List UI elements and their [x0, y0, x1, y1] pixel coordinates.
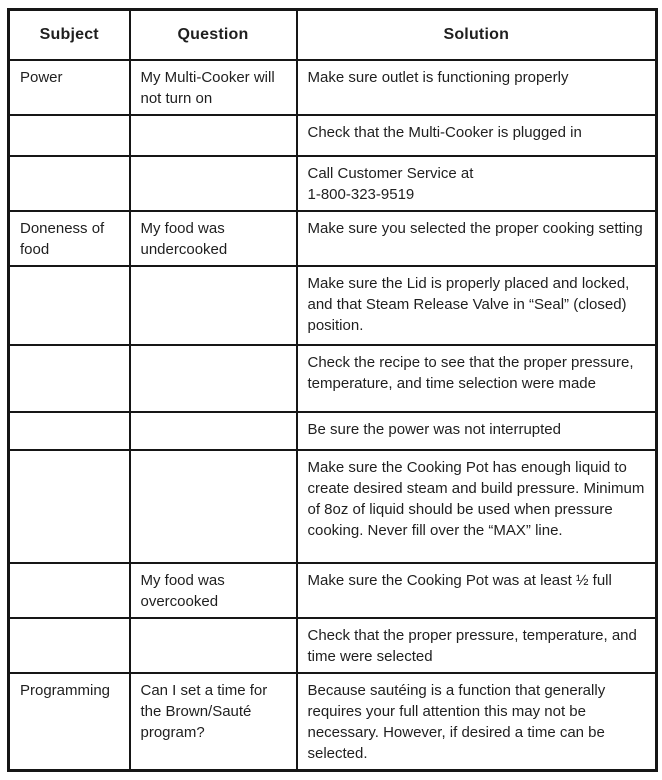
cell-subject — [7, 264, 131, 346]
cell-solution: Make sure the Cooking Pot has enough liq… — [295, 448, 658, 564]
cell-subject: Programming — [7, 671, 131, 771]
cell-subject: Doneness of food — [7, 209, 131, 267]
cell-question — [128, 154, 298, 212]
table-row: Be sure the power was not interrupted — [7, 410, 658, 451]
cell-solution: Make sure you selected the proper cookin… — [295, 209, 658, 267]
table-row: Make sure the Cooking Pot has enough liq… — [7, 448, 658, 564]
cell-subject — [7, 448, 131, 564]
cell-question — [128, 410, 298, 451]
table-row: Check that the proper pressure, temperat… — [7, 616, 658, 674]
cell-solution: Check that the Multi-Cooker is plugged i… — [295, 113, 658, 157]
cell-solution: Check the recipe to see that the proper … — [295, 343, 658, 413]
troubleshooting-table: Subject Question Solution Power My Multi… — [7, 8, 658, 772]
table-row: Doneness of food My food was undercooked… — [7, 209, 658, 267]
cell-question — [128, 113, 298, 157]
cell-subject — [7, 616, 131, 674]
table-row: Power My Multi-Cooker will not turn on M… — [7, 58, 658, 116]
cell-solution: Make sure outlet is functioning properly — [295, 58, 658, 116]
table-row: Check that the Multi-Cooker is plugged i… — [7, 113, 658, 157]
table-row: My food was overcooked Make sure the Coo… — [7, 561, 658, 619]
cell-solution: Because sautéing is a function that gene… — [295, 671, 658, 771]
cell-subject: Power — [7, 58, 131, 116]
cell-subject — [7, 154, 131, 212]
cell-question — [128, 343, 298, 413]
cell-question: Can I set a time for the Brown/Sauté pro… — [128, 671, 298, 771]
cell-solution: Check that the proper pressure, temperat… — [295, 616, 658, 674]
column-header-solution: Solution — [295, 8, 658, 61]
cell-question — [128, 264, 298, 346]
cell-question: My food was overcooked — [128, 561, 298, 619]
cell-question: My Multi-Cooker will not turn on — [128, 58, 298, 116]
cell-question — [128, 616, 298, 674]
cell-solution: Make sure the Cooking Pot was at least ½… — [295, 561, 658, 619]
cell-solution: Call Customer Service at 1-800-323-9519 — [295, 154, 658, 212]
cell-subject — [7, 561, 131, 619]
header-row: Subject Question Solution — [7, 8, 658, 61]
table-row: Make sure the Lid is properly placed and… — [7, 264, 658, 346]
cell-subject — [7, 113, 131, 157]
cell-question: My food was undercooked — [128, 209, 298, 267]
column-header-question: Question — [128, 8, 298, 61]
cell-subject — [7, 343, 131, 413]
cell-solution: Make sure the Lid is properly placed and… — [295, 264, 658, 346]
table-row: Check the recipe to see that the proper … — [7, 343, 658, 413]
cell-subject — [7, 410, 131, 451]
cell-solution: Be sure the power was not interrupted — [295, 410, 658, 451]
table-row: Call Customer Service at 1-800-323-9519 — [7, 154, 658, 212]
column-header-subject: Subject — [7, 8, 131, 61]
cell-question — [128, 448, 298, 564]
table-row: Programming Can I set a time for the Bro… — [7, 671, 658, 771]
